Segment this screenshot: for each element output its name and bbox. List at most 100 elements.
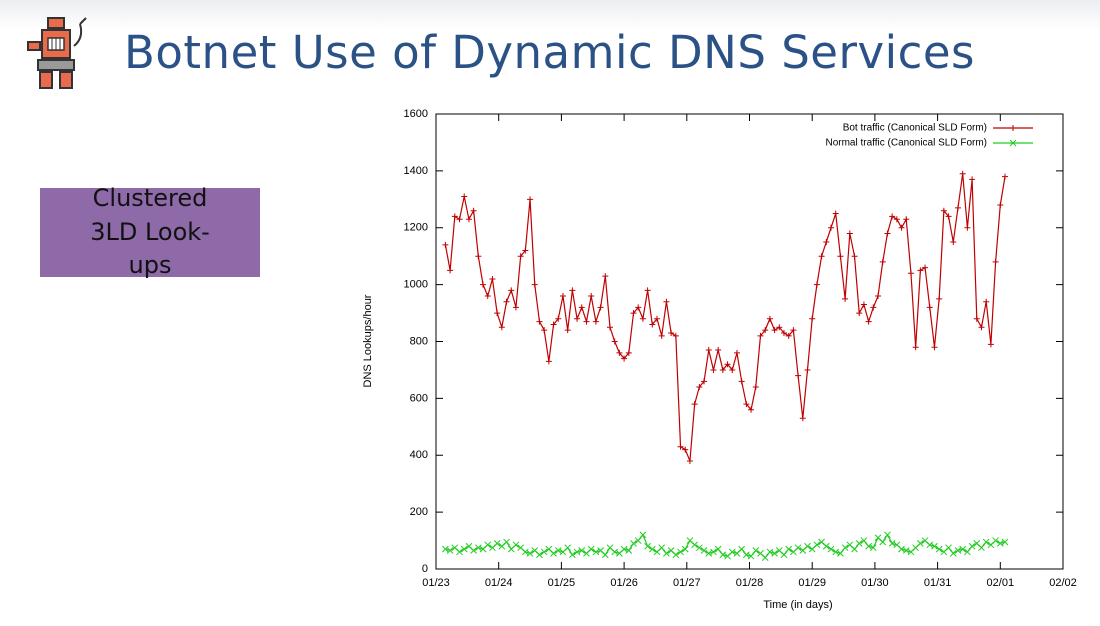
point-marker [950,238,957,245]
point-marker [550,321,557,328]
point-marker [672,332,679,339]
point-marker [959,170,966,177]
x-tick-label: 01/24 [485,577,513,589]
point-marker [987,341,994,348]
point-marker [771,550,778,557]
point-marker [536,551,543,559]
point-marker [601,551,609,559]
point-marker [648,545,656,553]
point-marker [870,304,877,311]
point-marker [818,253,825,260]
point-marker [451,213,458,220]
point-marker [597,304,604,311]
callout-box: Clustered 3LD Look-ups [40,184,260,279]
point-marker [498,324,505,331]
point-marker [484,541,492,549]
x-tick-label: 01/27 [673,577,701,589]
y-tick-label: 1400 [404,165,428,177]
point-marker [809,315,816,322]
point-marker [480,281,487,288]
point-marker [917,267,924,274]
point-marker [804,542,811,550]
point-marker [465,216,472,223]
point-marker [846,230,853,237]
point-marker [888,540,896,547]
point-marker [715,347,722,354]
point-marker [710,548,717,556]
point-marker [954,204,961,211]
point-marker [677,443,684,450]
point-marker [531,281,538,288]
point-marker [837,253,844,260]
point-marker [860,537,868,544]
point-marker [738,545,746,553]
point-marker [875,293,882,299]
point-marker [541,327,548,334]
point-marker [474,544,482,552]
point-marker [780,329,787,336]
point-marker [842,295,849,302]
x-tick-label: 01/31 [924,577,952,589]
point-marker [621,355,628,362]
point-marker [964,224,971,231]
point-marker [635,304,642,311]
x-tick-label: 01/30 [861,577,889,589]
point-marker [460,545,468,553]
point-marker [578,547,586,554]
y-tick-label: 600 [410,392,428,404]
point-marker [851,253,858,260]
point-marker [724,361,731,368]
point-marker [564,544,572,552]
point-marker [639,531,647,539]
series-line [444,173,1006,462]
point-marker [550,550,557,557]
x-tick-label: 01/23 [422,577,450,589]
point-marker [658,544,666,552]
point-marker [587,545,595,553]
point-marker [654,315,661,322]
point-marker [978,544,985,552]
point-marker [494,310,501,317]
point-marker [663,550,670,557]
x-tick-label: 01/26 [610,577,638,589]
point-marker [869,544,877,552]
point-marker [931,344,938,351]
point-marker [936,295,943,302]
point-marker [997,202,1004,208]
point-marker [992,258,999,265]
point-marker [893,216,900,223]
point-marker [969,176,976,183]
point-marker [564,327,571,334]
point-marker [606,324,613,331]
point-marker [738,378,745,385]
point-marker [475,253,482,260]
x-tick-label: 02/01 [987,577,1015,589]
point-marker [828,224,835,231]
point-marker [743,401,750,408]
point-marker [446,547,454,554]
point-marker [785,332,792,339]
point-marker [625,349,632,356]
point-marker [616,349,623,356]
point-marker [663,298,670,305]
point-marker [649,321,656,328]
legend-marker [1010,125,1016,131]
y-tick-label: 400 [410,449,428,461]
point-marker [691,401,698,408]
point-marker [860,301,867,308]
y-tick-label: 200 [410,506,428,518]
point-marker [884,230,891,237]
point-marker [484,293,491,299]
point-marker [559,293,566,299]
point-marker [964,548,971,556]
point-marker [442,241,449,248]
point-marker [748,406,755,413]
point-marker [804,366,811,373]
point-marker [940,207,947,214]
y-tick-label: 1600 [404,108,428,120]
point-marker [762,327,769,334]
point-marker [733,349,740,356]
point-marker [578,304,585,311]
point-marker [794,544,802,552]
point-marker [554,547,562,554]
